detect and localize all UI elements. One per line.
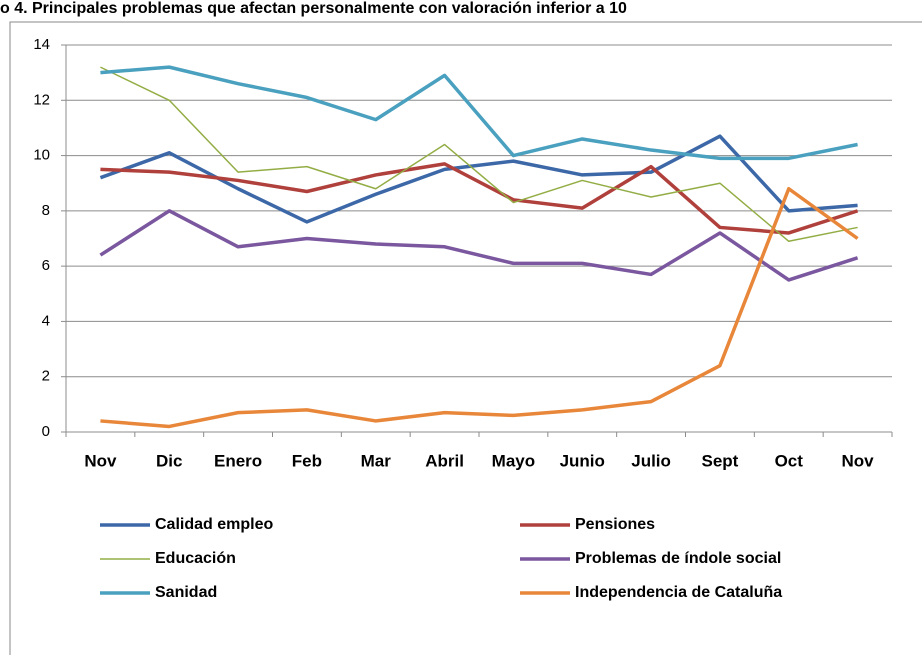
y-tick-label: 14 [33,36,50,53]
y-tick-label: 6 [42,257,50,274]
chart-border [9,21,922,655]
y-tick-label: 10 [33,147,50,164]
series-line [99,134,858,224]
chart-title: o 4. Principales problemas que afectan p… [0,0,627,17]
series-line [100,186,859,429]
legend-label: Problemas de índole social [575,550,781,567]
y-tick-label: 12 [33,91,50,108]
y-tick-label: 4 [42,312,50,329]
x-tick-label: Mayo [492,451,535,470]
x-tick-label: Sept [701,451,738,470]
legend-label: Educación [155,550,236,567]
x-tick-label: Mar [361,451,392,470]
x-tick-label: Abril [425,451,464,470]
y-tick-label: 0 [42,423,50,440]
x-tick-label: Nov [842,451,875,470]
legend-label: Pensiones [575,516,655,533]
legend-label: Sanidad [155,584,217,601]
x-tick-label: Julio [631,451,671,470]
y-tick-label: 8 [42,202,50,219]
legend-label: Independencia de Cataluña [575,584,782,601]
x-tick-label: Dic [156,451,182,470]
series-line [100,162,859,235]
series-line [100,66,858,243]
x-tick-label: Feb [292,451,322,470]
series-line [100,65,858,161]
x-tick-label: Oct [775,451,804,470]
legend-label: Calidad empleo [155,516,273,533]
series-line [99,209,859,282]
x-tick-label: Nov [84,451,117,470]
y-tick-label: 2 [42,368,50,385]
x-tick-label: Enero [214,451,262,470]
x-tick-label: Junio [560,451,605,470]
